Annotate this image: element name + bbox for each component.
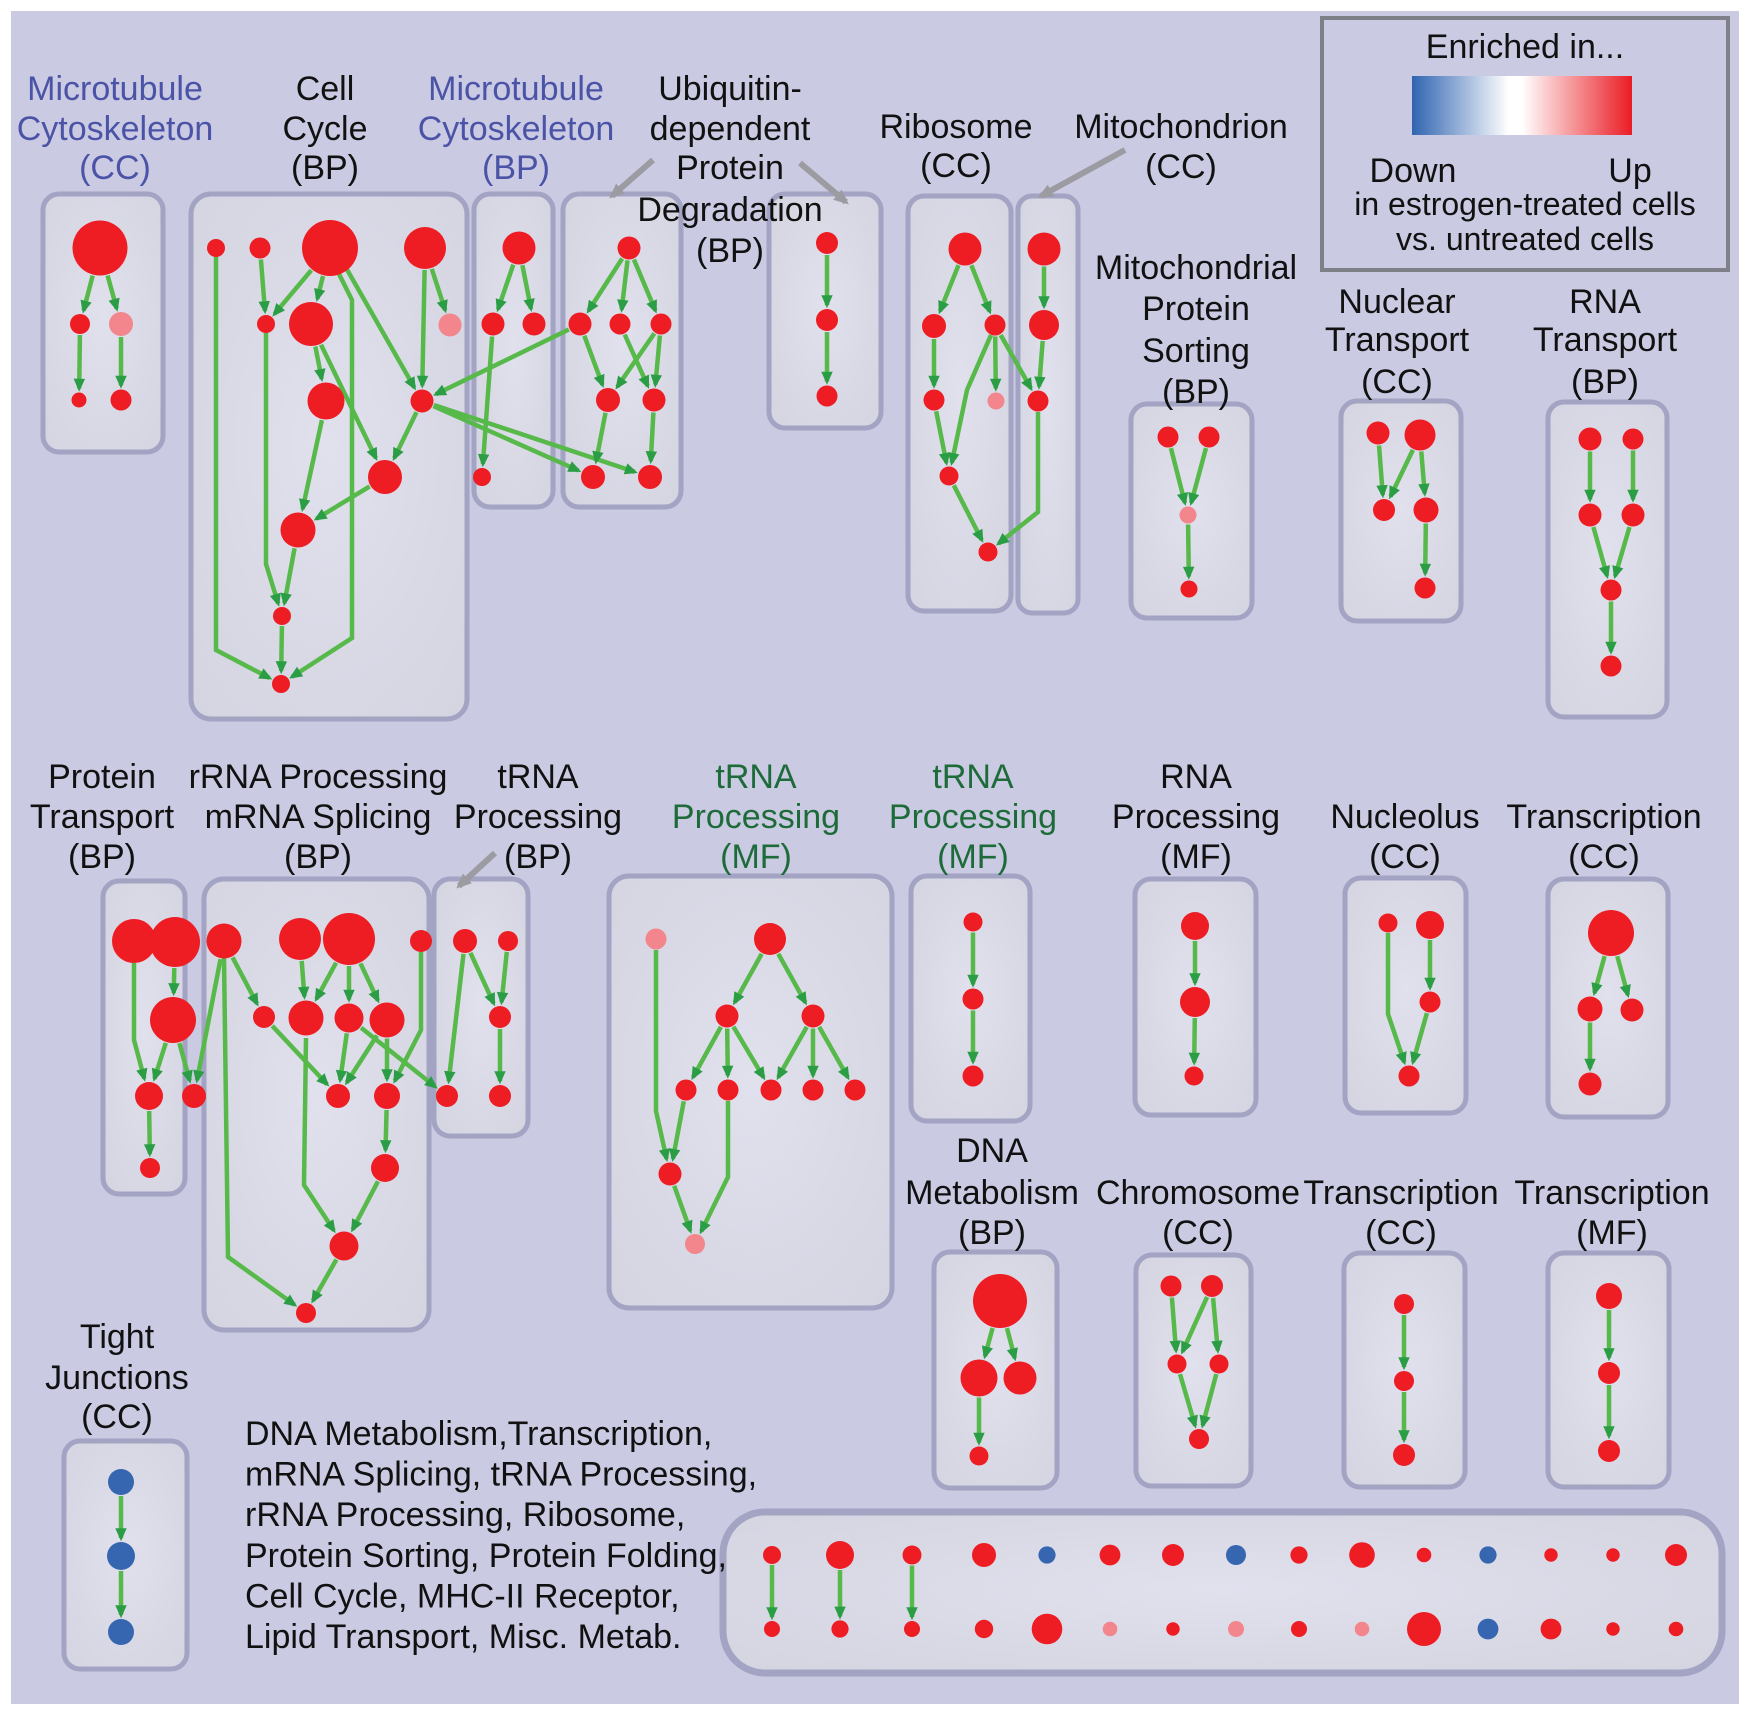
- svg-text:(CC): (CC): [1568, 838, 1640, 876]
- svg-text:Protein: Protein: [48, 758, 156, 796]
- svg-text:Processing: Processing: [1112, 798, 1280, 836]
- svg-text:(CC): (CC): [1365, 1214, 1437, 1252]
- svg-text:Enriched in...: Enriched in...: [1426, 28, 1624, 66]
- svg-text:Transcription: Transcription: [1514, 1174, 1709, 1212]
- svg-text:in estrogen-treated cells: in estrogen-treated cells: [1354, 186, 1696, 222]
- svg-text:Metabolism: Metabolism: [905, 1174, 1079, 1212]
- svg-text:RNA: RNA: [1569, 283, 1641, 321]
- svg-text:Sorting: Sorting: [1142, 332, 1250, 370]
- svg-text:Microtubule: Microtubule: [428, 70, 604, 108]
- svg-text:Protein: Protein: [1142, 290, 1250, 328]
- svg-text:Junctions: Junctions: [45, 1359, 189, 1397]
- svg-text:Transcription: Transcription: [1303, 1174, 1498, 1212]
- svg-text:(MF): (MF): [1160, 838, 1232, 876]
- svg-text:Up: Up: [1608, 152, 1651, 190]
- svg-text:Ribosome: Ribosome: [879, 108, 1032, 146]
- svg-text:RNA: RNA: [1160, 758, 1232, 796]
- svg-text:Cell Cycle, MHC-II Receptor,: Cell Cycle, MHC-II Receptor,: [245, 1577, 680, 1615]
- svg-text:Protein Sorting, Protein Foldi: Protein Sorting, Protein Folding,: [245, 1537, 727, 1575]
- svg-text:(BP): (BP): [291, 149, 359, 187]
- svg-text:DNA: DNA: [956, 1132, 1028, 1170]
- svg-text:Cycle: Cycle: [282, 110, 367, 148]
- svg-text:vs. untreated cells: vs. untreated cells: [1396, 221, 1654, 257]
- svg-text:(BP): (BP): [482, 149, 550, 187]
- svg-text:mRNA Splicing, tRNA Processing: mRNA Splicing, tRNA Processing,: [245, 1456, 757, 1494]
- svg-text:Lipid Transport, Misc. Metab.: Lipid Transport, Misc. Metab.: [245, 1618, 682, 1656]
- svg-text:Mitochondrion: Mitochondrion: [1074, 108, 1288, 146]
- svg-text:(CC): (CC): [1369, 838, 1441, 876]
- svg-text:Microtubule: Microtubule: [27, 70, 203, 108]
- svg-text:mRNA Splicing: mRNA Splicing: [205, 798, 432, 836]
- svg-text:tRNA: tRNA: [932, 758, 1014, 796]
- svg-text:DNA Metabolism,Transcription,: DNA Metabolism,Transcription,: [245, 1415, 712, 1453]
- svg-text:Transport: Transport: [1533, 321, 1678, 359]
- svg-text:tRNA: tRNA: [715, 758, 797, 796]
- svg-text:(BP): (BP): [1571, 363, 1639, 401]
- svg-text:Nuclear: Nuclear: [1338, 283, 1455, 321]
- svg-text:(MF): (MF): [720, 838, 792, 876]
- svg-text:tRNA: tRNA: [497, 758, 579, 796]
- svg-text:Processing: Processing: [889, 798, 1057, 836]
- svg-text:(BP): (BP): [958, 1214, 1026, 1252]
- svg-text:dependent: dependent: [650, 110, 811, 148]
- svg-text:(BP): (BP): [696, 232, 764, 270]
- svg-text:Down: Down: [1370, 152, 1457, 190]
- svg-text:rRNA Processing: rRNA Processing: [189, 758, 448, 796]
- svg-text:(BP): (BP): [68, 838, 136, 876]
- svg-text:Tight: Tight: [80, 1318, 155, 1356]
- svg-text:Ubiquitin-: Ubiquitin-: [658, 70, 802, 108]
- svg-text:(CC): (CC): [79, 149, 151, 187]
- svg-text:Cytoskeleton: Cytoskeleton: [17, 110, 214, 148]
- svg-text:Degradation: Degradation: [637, 191, 822, 229]
- svg-text:Processing: Processing: [454, 798, 622, 836]
- svg-text:rRNA Processing, Ribosome,: rRNA Processing, Ribosome,: [245, 1496, 685, 1534]
- svg-text:Nucleolus: Nucleolus: [1330, 798, 1479, 836]
- svg-text:(BP): (BP): [1162, 373, 1230, 411]
- svg-text:(CC): (CC): [81, 1398, 153, 1436]
- svg-text:(CC): (CC): [1361, 363, 1433, 401]
- svg-text:Cytoskeleton: Cytoskeleton: [418, 110, 615, 148]
- svg-text:Cell: Cell: [296, 70, 355, 108]
- svg-text:(BP): (BP): [284, 838, 352, 876]
- svg-text:Mitochondrial: Mitochondrial: [1095, 249, 1297, 287]
- svg-text:Transport: Transport: [1325, 321, 1470, 359]
- svg-text:Protein: Protein: [676, 149, 784, 187]
- svg-text:Transport: Transport: [30, 798, 175, 836]
- svg-text:(CC): (CC): [1145, 148, 1217, 186]
- svg-text:(CC): (CC): [1162, 1214, 1234, 1252]
- svg-text:(BP): (BP): [504, 838, 572, 876]
- svg-text:(MF): (MF): [1576, 1214, 1648, 1252]
- svg-text:Transcription: Transcription: [1506, 798, 1701, 836]
- svg-text:Chromosome: Chromosome: [1096, 1174, 1300, 1212]
- svg-text:(MF): (MF): [937, 838, 1009, 876]
- svg-text:Processing: Processing: [672, 798, 840, 836]
- svg-text:(CC): (CC): [920, 147, 992, 185]
